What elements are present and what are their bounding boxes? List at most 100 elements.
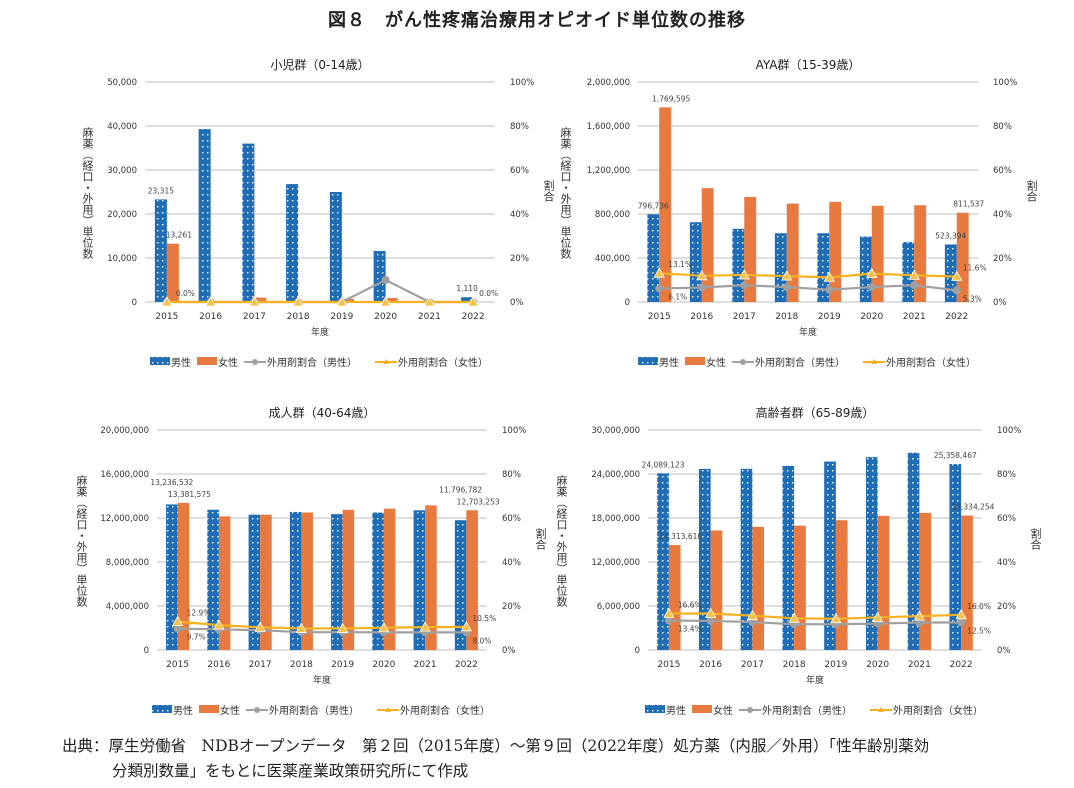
- y2-axis-title: 割合: [534, 528, 547, 550]
- x-tick-label: 2017: [249, 660, 272, 670]
- marker-female-ratio: [336, 296, 348, 307]
- data-label: 12.5%: [967, 627, 991, 636]
- y2-tick-label: 0%: [997, 646, 1011, 656]
- bar-female: [659, 107, 672, 303]
- x-axis-title: 年度: [311, 326, 329, 338]
- marker-female-ratio: [913, 610, 926, 621]
- chart-title: AYA群（15-39歳）: [756, 58, 861, 72]
- y-tick-label: 20,000,000: [100, 426, 149, 436]
- bar-female: [341, 298, 354, 302]
- bar-female: [701, 188, 714, 302]
- bar-male: [647, 214, 660, 302]
- bar-male: [732, 228, 745, 302]
- bar-female: [794, 525, 806, 650]
- legend-label: 外用剤割合（男性）: [267, 356, 357, 369]
- data-label: 1,769,595: [652, 94, 690, 103]
- legend-swatch-female: [199, 705, 219, 713]
- bar-male: [902, 242, 915, 302]
- bar-female: [744, 196, 757, 302]
- legend-marker-male-ratio: [740, 359, 746, 365]
- bar-male: [372, 512, 384, 650]
- data-label: 25,358,467: [934, 451, 977, 460]
- x-tick-label: 2015: [155, 312, 178, 322]
- marker-male-ratio: [740, 281, 749, 290]
- chart-title: 成人群（40-64歳）: [269, 406, 376, 420]
- data-label: 23,315: [148, 186, 174, 195]
- marker-male-ratio: [867, 283, 876, 292]
- bar-female: [919, 512, 932, 650]
- bar-female: [425, 505, 437, 650]
- y-tick-label: 30,000,000: [591, 426, 640, 436]
- data-label: 9.7%: [187, 633, 206, 642]
- data-label: 13,381,575: [168, 490, 211, 499]
- data-label: 12,703,253: [457, 497, 500, 506]
- bar-female: [829, 201, 842, 302]
- y2-tick-label: 100%: [997, 426, 1021, 436]
- y-tick-label: 1,200,000: [587, 166, 630, 176]
- marker-male-ratio: [381, 276, 390, 284]
- y-tick-label: 0: [625, 298, 630, 308]
- marker-male-ratio: [957, 618, 966, 627]
- y2-tick-label: 80%: [502, 470, 521, 480]
- y2-tick-label: 60%: [997, 514, 1016, 524]
- y-tick-label: 0: [132, 298, 137, 308]
- bar-male: [698, 468, 711, 650]
- y-tick-label: 0: [635, 646, 640, 656]
- bar-male: [461, 297, 474, 302]
- chart-title: 高齢者群（65-89歳）: [756, 405, 875, 420]
- bar-female: [668, 545, 681, 650]
- data-label: 811,537: [953, 200, 984, 209]
- legend-label: 男性: [659, 356, 679, 369]
- marker-female-ratio: [738, 269, 750, 280]
- bar-female: [752, 526, 765, 650]
- y2-axis-title: 割合: [1029, 528, 1042, 550]
- x-tick-label: 2019: [824, 660, 847, 670]
- marker-female-ratio: [467, 296, 479, 307]
- marker-male-ratio: [782, 283, 791, 292]
- bar-female: [301, 512, 313, 650]
- marker-male-ratio: [706, 616, 715, 625]
- x-tick-label: 2022: [455, 660, 478, 670]
- y-tick-label: 0: [144, 646, 149, 656]
- data-label: 0.0%: [176, 289, 195, 298]
- x-tick-label: 2017: [733, 312, 756, 322]
- y2-tick-label: 0%: [510, 298, 524, 308]
- legend-marker-male-ratio: [252, 359, 258, 365]
- x-tick-label: 2021: [903, 312, 926, 322]
- marker-female-ratio: [696, 269, 708, 281]
- bar-male: [373, 250, 386, 302]
- data-label: 13,261: [166, 231, 192, 240]
- data-label: 0.0%: [479, 289, 498, 298]
- marker-male-ratio: [173, 624, 182, 633]
- bar-male: [774, 233, 787, 302]
- legend-label: 外用剤割合（女性）: [893, 704, 983, 717]
- y2-tick-label: 20%: [502, 602, 521, 612]
- marker-female-ratio: [248, 296, 261, 307]
- legend-swatch-male: [150, 357, 170, 365]
- bar-female: [166, 243, 179, 302]
- bar-female: [786, 203, 799, 302]
- x-tick-label: 2016: [207, 660, 230, 670]
- y2-tick-label: 20%: [997, 602, 1016, 612]
- bar-female: [466, 510, 478, 650]
- legend-label: 女性: [220, 704, 240, 717]
- marker-female-ratio: [746, 609, 759, 621]
- bar-female: [961, 515, 973, 650]
- line-female-ratio: [668, 612, 962, 620]
- y-tick-label: 6,000,000: [597, 602, 640, 612]
- bar-female: [383, 508, 396, 650]
- legend-label: 男性: [171, 356, 191, 369]
- x-tick-label: 2020: [866, 660, 889, 670]
- x-axis-title: 年度: [799, 326, 817, 338]
- x-tick-label: 2015: [657, 660, 680, 670]
- data-label: 13,236,532: [150, 478, 193, 487]
- y-tick-label: 40,000: [107, 122, 137, 132]
- y2-axis-title: 割合: [1025, 180, 1038, 202]
- x-axis-title: 年度: [313, 674, 331, 686]
- y-tick-label: 16,000,000: [100, 470, 149, 480]
- bar-female: [218, 516, 231, 650]
- marker-female-ratio: [871, 611, 884, 622]
- bar-male: [166, 504, 178, 650]
- marker-female-ratio: [204, 296, 217, 307]
